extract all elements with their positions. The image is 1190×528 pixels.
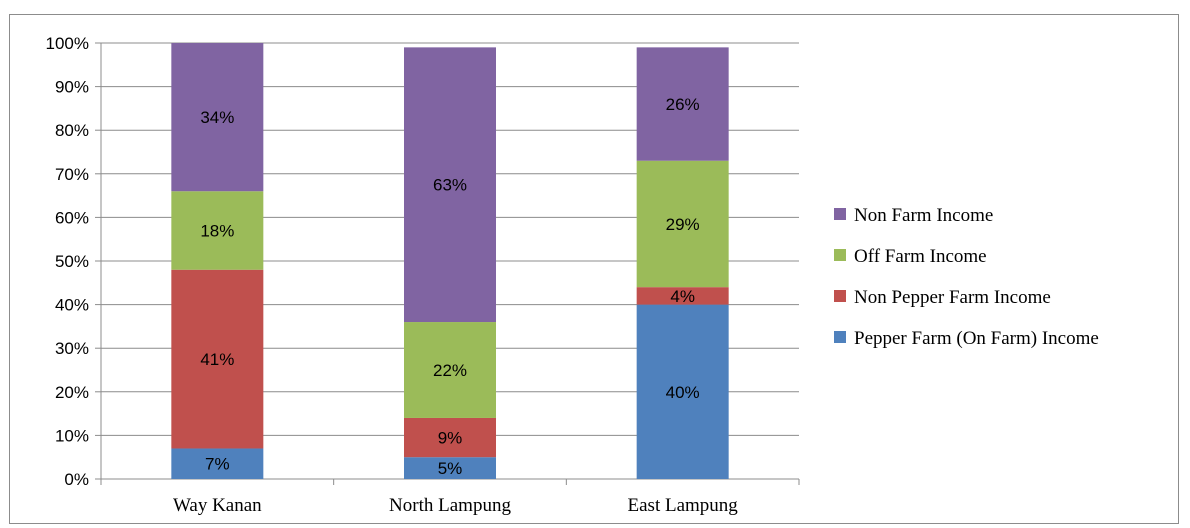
bar-segment	[404, 457, 496, 479]
data-label: 41%	[200, 350, 234, 369]
bar-segment	[636, 47, 729, 161]
legend-swatch	[834, 208, 846, 220]
y-tick-label: 80%	[55, 121, 89, 140]
bar-segment	[636, 304, 729, 479]
y-tick-label: 50%	[55, 252, 89, 271]
y-tick-label: 10%	[55, 426, 89, 445]
y-tick-label: 30%	[55, 339, 89, 358]
bar-segment	[171, 191, 264, 270]
data-label: 63%	[433, 176, 467, 195]
bar-segment	[171, 269, 264, 449]
category-label: Way Kanan	[173, 495, 262, 516]
legend-swatch	[834, 331, 846, 343]
y-tick-label: 40%	[55, 296, 89, 315]
data-label: 18%	[200, 221, 234, 240]
legend-swatch	[834, 249, 846, 261]
data-label: 22%	[433, 361, 467, 380]
data-label: 5%	[438, 459, 463, 478]
data-label: 9%	[438, 429, 463, 448]
data-label: 40%	[666, 383, 700, 402]
data-label: 26%	[666, 95, 700, 114]
bar-segment	[636, 287, 729, 305]
data-label: 29%	[666, 215, 700, 234]
legend-label: Non Pepper Farm Income	[854, 287, 1051, 308]
bar-segment	[171, 448, 264, 479]
legend-label: Off Farm Income	[854, 246, 987, 267]
bar-segment	[636, 160, 729, 288]
y-tick-label: 70%	[55, 165, 89, 184]
bar-segment	[404, 322, 496, 418]
y-tick-label: 0%	[64, 470, 89, 489]
bar-segment	[404, 47, 496, 323]
data-label: 4%	[670, 287, 695, 306]
category-label: East Lampung	[628, 495, 739, 516]
data-label: 7%	[205, 455, 230, 474]
bar-segment	[404, 417, 496, 458]
y-tick-label: 60%	[55, 208, 89, 227]
bar-segment	[171, 43, 264, 192]
y-tick-label: 20%	[55, 383, 89, 402]
legend-swatch	[834, 290, 846, 302]
legend-label: Non Farm Income	[854, 205, 993, 226]
y-tick-label: 100%	[46, 34, 89, 53]
y-tick-label: 90%	[55, 78, 89, 97]
category-label: North Lampung	[389, 495, 511, 516]
data-label: 34%	[200, 108, 234, 127]
legend-label: Pepper Farm (On Farm) Income	[854, 328, 1099, 349]
